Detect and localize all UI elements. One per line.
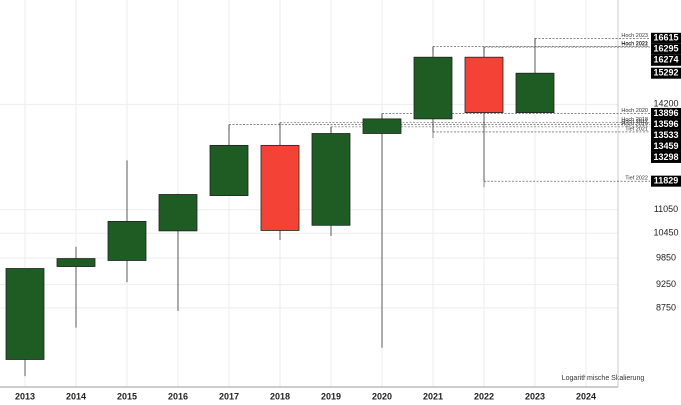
level-name: Hoch 2022 bbox=[621, 41, 648, 47]
level-box bbox=[651, 107, 681, 119]
level-box bbox=[651, 129, 681, 141]
x-tick-label: 2024 bbox=[576, 391, 596, 401]
candle-body bbox=[260, 144, 300, 231]
level-name: Tief 2021 bbox=[625, 126, 648, 132]
level-label: 13896 bbox=[653, 108, 678, 118]
candle-body bbox=[311, 133, 351, 226]
level-label: 16615 bbox=[653, 33, 678, 43]
y-tick-label: 11050 bbox=[654, 204, 678, 214]
candle-body bbox=[413, 56, 453, 120]
level-name: Hoch 2020 bbox=[621, 108, 648, 114]
level-name: Hoch 2019 bbox=[621, 121, 648, 127]
candle-body bbox=[5, 268, 45, 360]
level-name: Hoch 2021 bbox=[621, 41, 648, 47]
level-name: Hoch 2023 bbox=[621, 33, 648, 39]
x-tick-label: 2020 bbox=[372, 391, 392, 401]
x-tick-label: 2023 bbox=[525, 391, 545, 401]
candle-body bbox=[56, 258, 96, 267]
x-tick-label: 2021 bbox=[423, 391, 443, 401]
candle-body bbox=[209, 144, 249, 196]
candle-body bbox=[515, 72, 555, 114]
x-tick-label: 2017 bbox=[219, 391, 239, 401]
y-tick-label: 9850 bbox=[656, 253, 676, 263]
level-box bbox=[651, 118, 681, 130]
level-box bbox=[651, 54, 681, 66]
level-label: 13596 bbox=[653, 119, 678, 129]
x-tick-label: 2014 bbox=[66, 391, 86, 401]
level-box bbox=[651, 67, 681, 79]
x-tick-label: 2022 bbox=[474, 391, 494, 401]
level-box bbox=[651, 32, 681, 44]
level-label: 15292 bbox=[653, 68, 678, 78]
level-box bbox=[651, 151, 681, 163]
candle-body bbox=[158, 194, 198, 232]
level-box bbox=[651, 43, 681, 55]
level-label: 13533 bbox=[653, 130, 678, 140]
x-tick-label: 2016 bbox=[168, 391, 188, 401]
x-tick-label: 2018 bbox=[270, 391, 290, 401]
y-tick-label: 8750 bbox=[656, 302, 676, 312]
level-name: Hoch 2018 bbox=[621, 117, 648, 123]
grid bbox=[0, 0, 618, 387]
y-tick-label: 10450 bbox=[653, 228, 678, 238]
level-label: 16295 bbox=[653, 44, 678, 54]
y-tick-label: 9250 bbox=[656, 279, 676, 289]
level-label: 13459 bbox=[653, 141, 678, 151]
level-box bbox=[651, 140, 681, 152]
level-label: 11829 bbox=[654, 176, 679, 186]
x-tick-label: 2013 bbox=[15, 391, 35, 401]
level-name: Tief 2022 bbox=[625, 176, 648, 182]
x-tick-label: 2019 bbox=[321, 391, 341, 401]
candle-body bbox=[362, 118, 402, 134]
scale-note: Logarithmische Skalierung bbox=[562, 375, 645, 382]
level-label: 13298 bbox=[653, 152, 678, 162]
y-tick-label: 14200 bbox=[653, 99, 678, 109]
level-name: Hoch 2017 bbox=[621, 119, 648, 125]
candle-body bbox=[464, 56, 504, 114]
candle-body bbox=[107, 220, 147, 261]
level-box bbox=[651, 175, 681, 187]
level-label: 16274 bbox=[653, 55, 678, 65]
x-tick-label: 2015 bbox=[117, 391, 137, 401]
